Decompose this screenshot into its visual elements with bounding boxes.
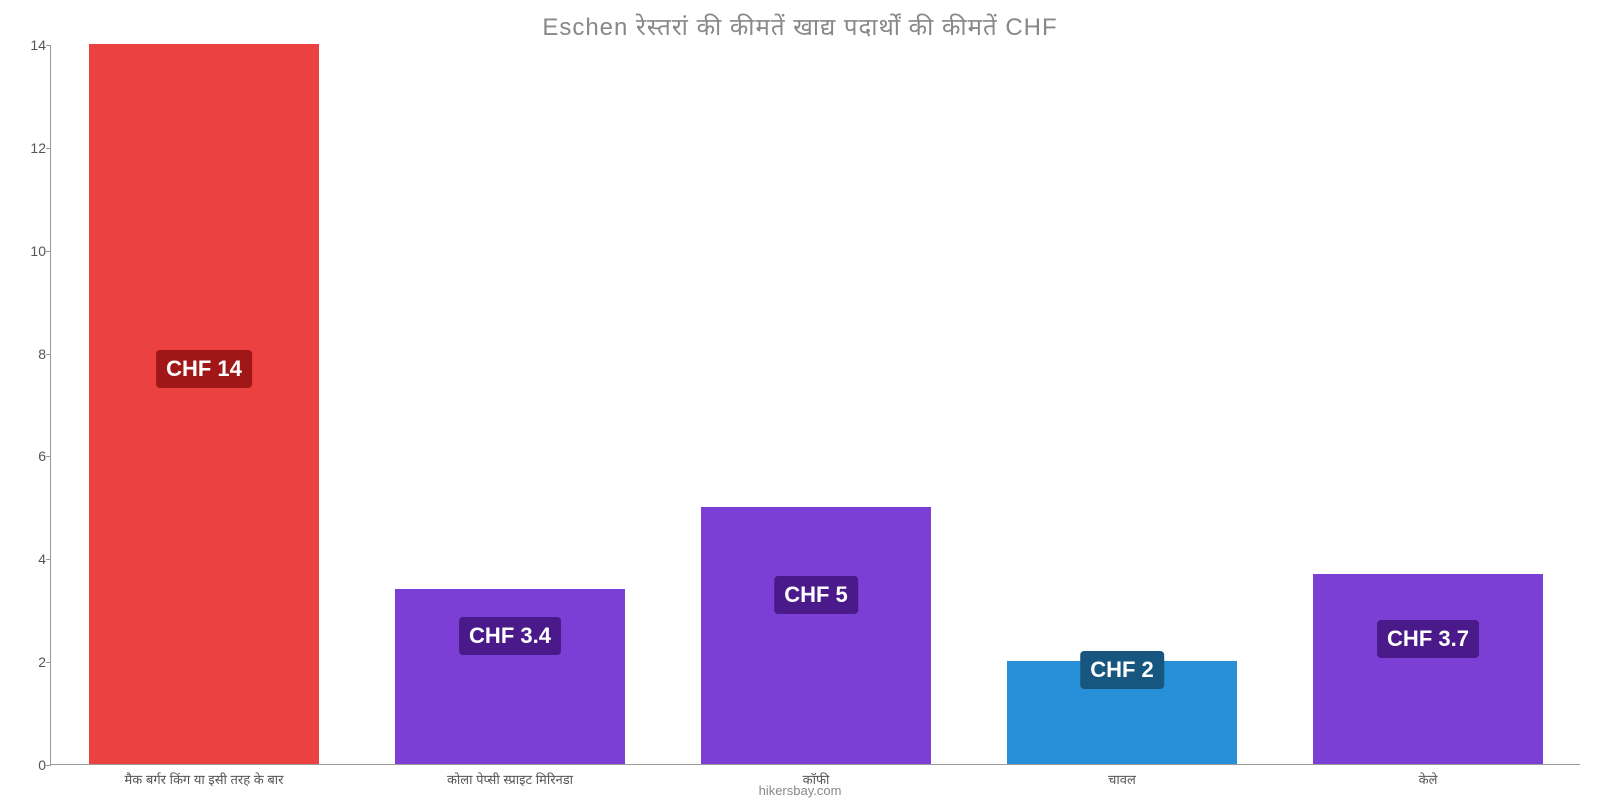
plot-area: 02468101214मैक बर्गर किंग या इसी तरह के …: [50, 45, 1580, 765]
chart-title: Eschen रेस्तरां की कीमतें खाद्य पदार्थों…: [0, 10, 1600, 43]
y-tick-mark: [46, 559, 51, 560]
bar-value-label: CHF 2: [1080, 651, 1164, 689]
y-tick-label: 10: [11, 243, 46, 259]
bar-value-label: CHF 3.7: [1377, 620, 1479, 658]
y-tick-mark: [46, 148, 51, 149]
y-tick-label: 4: [11, 551, 46, 567]
y-tick-mark: [46, 251, 51, 252]
bar-value-label: CHF 14: [156, 350, 252, 388]
bar: [1313, 574, 1543, 764]
bar: [701, 507, 931, 764]
bar-value-label: CHF 3.4: [459, 617, 561, 655]
y-tick-label: 2: [11, 654, 46, 670]
y-tick-mark: [46, 45, 51, 46]
chart-container: Eschen रेस्तरां की कीमतें खाद्य पदार्थों…: [0, 0, 1600, 800]
attribution: hikersbay.com: [0, 783, 1600, 798]
y-tick-label: 6: [11, 448, 46, 464]
y-tick-mark: [46, 662, 51, 663]
bar-value-label: CHF 5: [774, 576, 858, 614]
y-tick-mark: [46, 354, 51, 355]
y-tick-label: 0: [11, 757, 46, 773]
y-tick-label: 14: [11, 37, 46, 53]
y-tick-mark: [46, 456, 51, 457]
bar: [89, 44, 319, 764]
bar: [395, 589, 625, 764]
y-tick-mark: [46, 765, 51, 766]
y-tick-label: 12: [11, 140, 46, 156]
y-tick-label: 8: [11, 346, 46, 362]
